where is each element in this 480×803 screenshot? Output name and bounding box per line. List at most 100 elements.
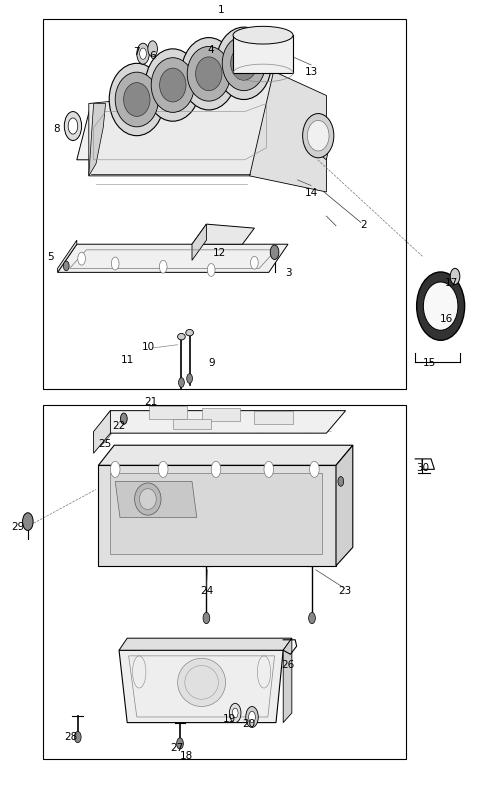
- Ellipse shape: [159, 69, 186, 103]
- Text: 30: 30: [416, 463, 429, 472]
- Ellipse shape: [134, 483, 161, 516]
- Ellipse shape: [145, 50, 200, 122]
- Circle shape: [264, 462, 274, 478]
- Circle shape: [74, 732, 81, 743]
- Ellipse shape: [181, 39, 236, 111]
- Text: 4: 4: [208, 45, 215, 55]
- Text: 19: 19: [223, 713, 236, 723]
- Circle shape: [159, 261, 167, 274]
- Ellipse shape: [186, 330, 193, 336]
- Ellipse shape: [151, 59, 194, 113]
- Circle shape: [270, 246, 279, 260]
- Text: 17: 17: [444, 278, 458, 287]
- Text: 27: 27: [170, 742, 183, 752]
- Circle shape: [246, 707, 258, 728]
- Ellipse shape: [307, 121, 329, 152]
- Circle shape: [140, 49, 146, 60]
- Polygon shape: [58, 241, 77, 273]
- Text: 11: 11: [120, 355, 134, 365]
- Text: 29: 29: [12, 521, 25, 531]
- Polygon shape: [119, 650, 283, 723]
- Bar: [173, 420, 211, 430]
- Text: 5: 5: [47, 252, 54, 262]
- Text: 3: 3: [285, 268, 291, 278]
- Polygon shape: [283, 638, 292, 723]
- Bar: [43, 20, 406, 389]
- Text: 1: 1: [217, 5, 224, 14]
- Text: 22: 22: [112, 421, 126, 430]
- Ellipse shape: [123, 84, 150, 117]
- Circle shape: [137, 44, 149, 65]
- Text: 20: 20: [242, 718, 255, 728]
- Circle shape: [232, 708, 238, 718]
- Text: 7: 7: [133, 47, 140, 57]
- Ellipse shape: [196, 58, 222, 92]
- Circle shape: [207, 264, 215, 277]
- Text: 10: 10: [142, 342, 156, 352]
- Ellipse shape: [139, 489, 156, 510]
- Ellipse shape: [178, 658, 226, 707]
- Circle shape: [63, 262, 69, 271]
- Text: 21: 21: [144, 397, 158, 406]
- Text: 8: 8: [53, 124, 60, 133]
- Circle shape: [110, 462, 120, 478]
- Polygon shape: [77, 104, 202, 161]
- Ellipse shape: [109, 64, 164, 137]
- Circle shape: [64, 112, 82, 141]
- Text: 23: 23: [338, 585, 351, 595]
- Text: 2: 2: [360, 220, 367, 230]
- Polygon shape: [192, 225, 206, 261]
- Ellipse shape: [417, 273, 465, 341]
- Circle shape: [450, 269, 460, 285]
- Circle shape: [249, 711, 255, 723]
- Polygon shape: [89, 104, 106, 177]
- Circle shape: [68, 119, 78, 135]
- Text: 15: 15: [423, 358, 436, 368]
- Polygon shape: [98, 446, 353, 466]
- Polygon shape: [233, 36, 293, 74]
- Circle shape: [203, 613, 210, 624]
- Polygon shape: [307, 122, 331, 161]
- Text: 12: 12: [213, 248, 227, 258]
- Ellipse shape: [302, 115, 334, 159]
- Circle shape: [158, 462, 168, 478]
- Ellipse shape: [222, 37, 265, 92]
- Ellipse shape: [187, 47, 230, 102]
- Circle shape: [187, 374, 192, 384]
- Bar: [202, 409, 240, 422]
- Circle shape: [251, 257, 258, 270]
- Polygon shape: [119, 638, 292, 650]
- Ellipse shape: [115, 73, 158, 128]
- Circle shape: [211, 462, 221, 478]
- Text: 18: 18: [180, 750, 193, 760]
- Circle shape: [111, 258, 119, 271]
- Polygon shape: [192, 225, 254, 245]
- Polygon shape: [110, 474, 322, 554]
- Ellipse shape: [178, 334, 185, 340]
- Circle shape: [177, 738, 183, 749]
- Circle shape: [179, 378, 184, 388]
- Polygon shape: [115, 482, 197, 518]
- Circle shape: [229, 703, 241, 723]
- Circle shape: [23, 513, 33, 531]
- Polygon shape: [94, 411, 110, 454]
- Bar: [149, 406, 187, 419]
- Circle shape: [120, 414, 127, 425]
- Text: 26: 26: [281, 659, 295, 669]
- Text: 14: 14: [304, 188, 318, 198]
- Polygon shape: [98, 466, 336, 566]
- Text: 6: 6: [149, 51, 156, 61]
- Text: 9: 9: [208, 358, 215, 368]
- Text: 25: 25: [98, 438, 111, 448]
- Text: 24: 24: [200, 585, 213, 595]
- Polygon shape: [250, 72, 326, 193]
- Polygon shape: [89, 72, 274, 177]
- Circle shape: [338, 477, 344, 487]
- Ellipse shape: [233, 27, 293, 45]
- Polygon shape: [336, 446, 353, 566]
- Polygon shape: [58, 245, 288, 273]
- Ellipse shape: [216, 28, 272, 100]
- Polygon shape: [94, 411, 346, 434]
- Text: 28: 28: [64, 732, 78, 741]
- Circle shape: [148, 42, 157, 58]
